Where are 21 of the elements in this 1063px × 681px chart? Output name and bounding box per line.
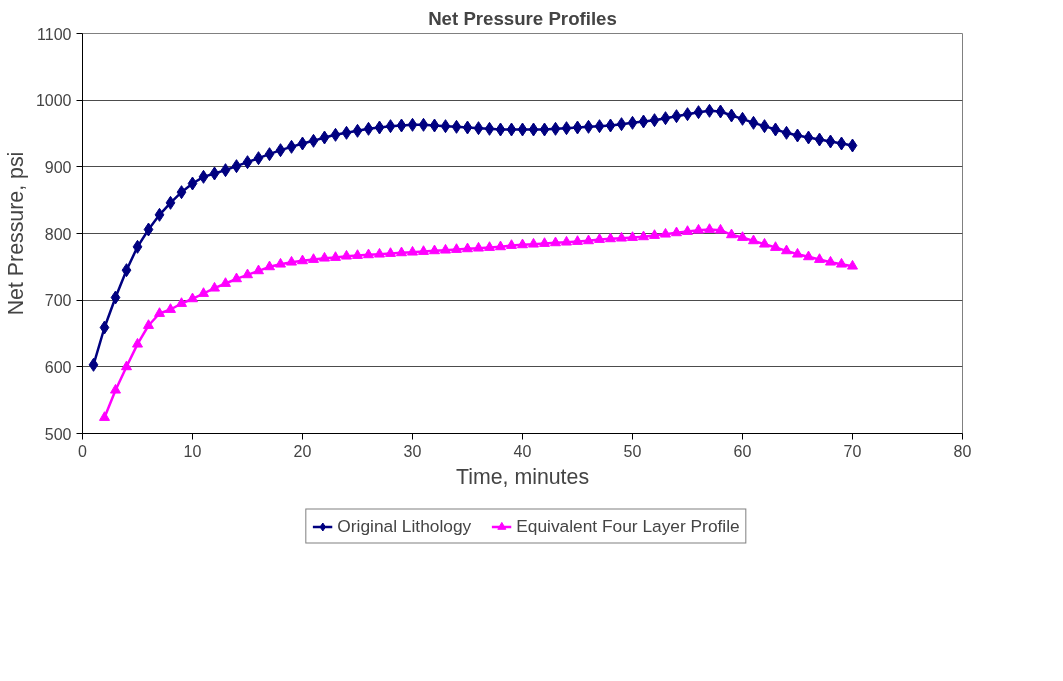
chart-title: Net Pressure Profiles	[428, 7, 617, 29]
x-tick-label: 80	[953, 442, 972, 460]
y-tick-label: 700	[44, 292, 72, 310]
x-tick-label: 60	[733, 442, 752, 460]
x-tick-label: 10	[183, 442, 202, 460]
y-tick-label: 1000	[35, 92, 72, 110]
x-axis-title: Time, minutes	[455, 464, 590, 489]
y-tick-label: 600	[44, 358, 72, 376]
x-tick-label: 30	[403, 442, 422, 460]
legend-label: Original Lithology	[337, 515, 472, 537]
y-tick-label: 1100	[37, 25, 72, 43]
x-tick-label: 40	[513, 442, 532, 460]
y-axis-title: Net Pressure, psi	[3, 151, 28, 316]
x-tick-label: 50	[623, 442, 642, 460]
y-tick-label: 500	[44, 425, 72, 443]
x-tick-label: 20	[293, 442, 312, 460]
legend-label: Equivalent Four Layer Profile	[516, 515, 740, 537]
y-tick-label: 800	[44, 225, 72, 243]
x-tick-label: 70	[843, 442, 862, 460]
y-tick-label: 900	[44, 158, 72, 176]
x-tick-label: 0	[78, 442, 88, 460]
